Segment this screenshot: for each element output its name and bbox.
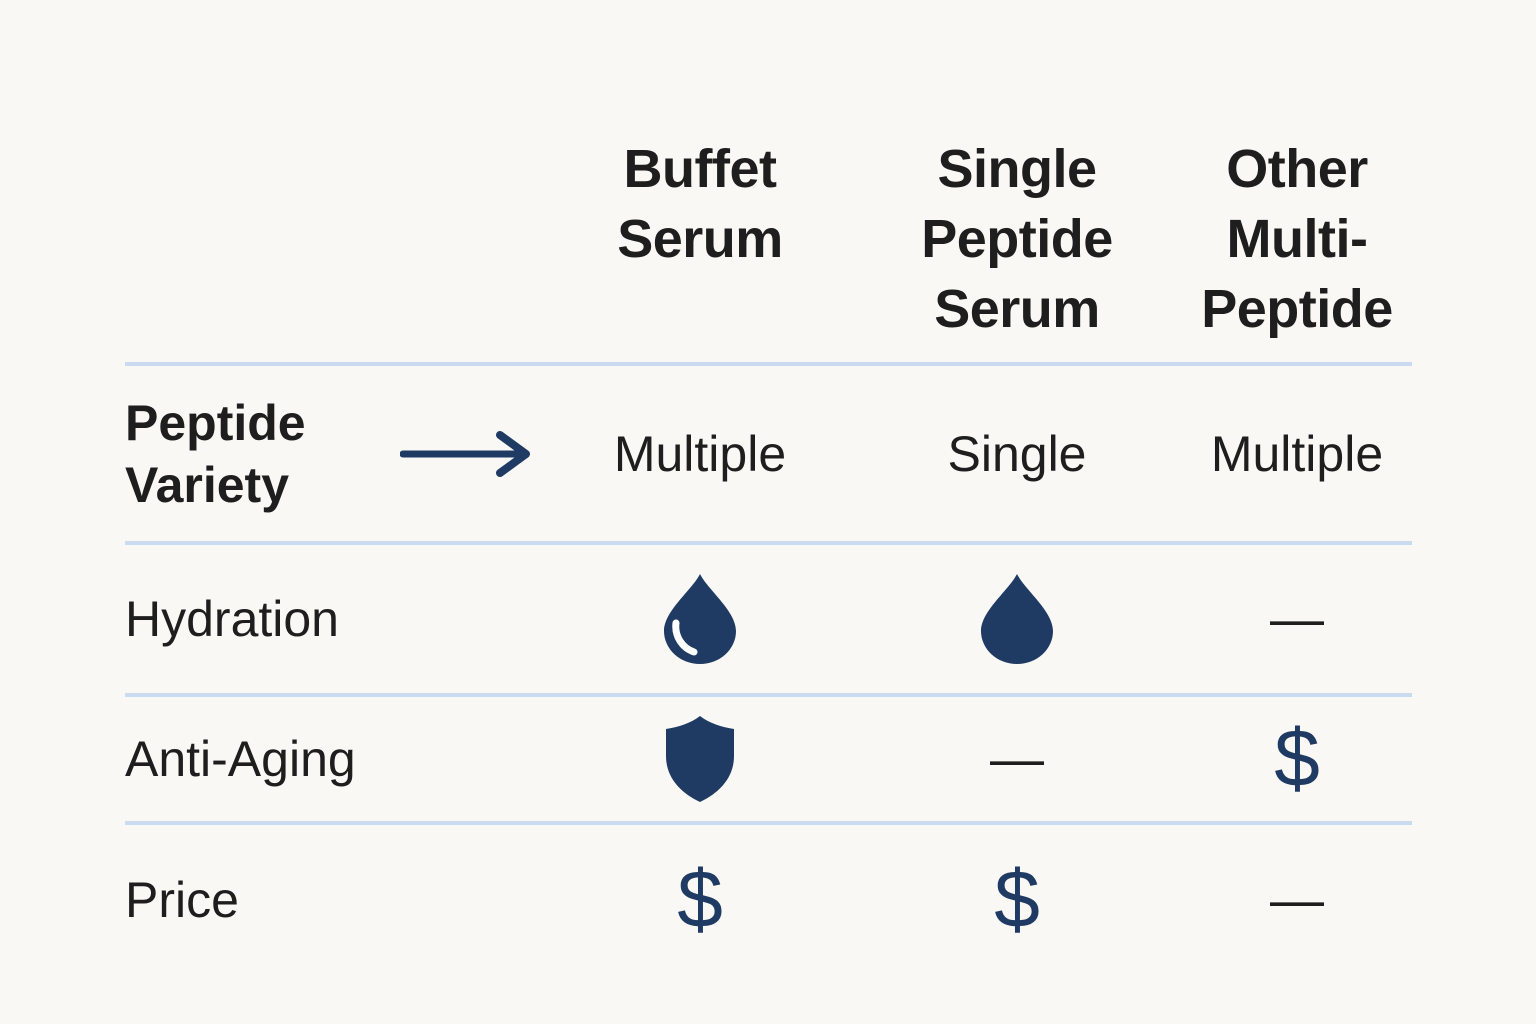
cell-anti-aging-buffet-serum bbox=[548, 716, 852, 802]
water-drop-icon bbox=[981, 574, 1053, 664]
cell-peptide-variety-buffet-serum: Multiple bbox=[613, 425, 787, 482]
row-label-anti-aging: Anti-Aging bbox=[125, 731, 356, 787]
table-row-hydration: Hydration — bbox=[125, 545, 1412, 697]
cell-peptide-variety-single-peptide: Single bbox=[947, 425, 1087, 482]
water-drop-icon bbox=[664, 574, 736, 664]
row-header-anti-aging: Anti-Aging bbox=[125, 728, 548, 790]
table-row-peptide-variety: Peptide Variety Multiple Single Multiple bbox=[125, 366, 1412, 545]
right-arrow-icon bbox=[400, 430, 530, 477]
column-header-single-peptide-serum: Single Peptide Serum bbox=[921, 139, 1113, 339]
cell-hydration-single-peptide bbox=[852, 573, 1182, 665]
cell-anti-aging-single-peptide: — bbox=[990, 729, 1044, 789]
shield-icon bbox=[666, 716, 734, 802]
cell-hydration-other-multi-peptide: — bbox=[1270, 589, 1324, 649]
table-header-row: Buffet Serum Single Peptide Serum Other … bbox=[125, 128, 1412, 366]
row-header-peptide-variety: Peptide Variety bbox=[125, 392, 548, 516]
row-label-peptide-variety: Peptide Variety bbox=[125, 394, 306, 513]
comparison-table: Buffet Serum Single Peptide Serum Other … bbox=[125, 128, 1412, 975]
column-header-other-multi-peptide: Other Multi-Peptide bbox=[1201, 139, 1393, 339]
row-label-price: Price bbox=[125, 872, 239, 928]
cell-anti-aging-other-multi-peptide: $ bbox=[1274, 713, 1320, 804]
column-header-buffet-serum: Buffet Serum bbox=[617, 139, 783, 269]
cell-price-single-peptide: $ bbox=[994, 854, 1040, 945]
cell-price-buffet-serum: $ bbox=[677, 854, 723, 945]
cell-hydration-buffet-serum bbox=[548, 573, 852, 665]
cell-peptide-variety-other-multi-peptide: Multiple bbox=[1210, 425, 1384, 482]
row-header-price: Price bbox=[125, 869, 548, 931]
table-row-price: Price $ $ — bbox=[125, 825, 1412, 975]
row-header-hydration: Hydration bbox=[125, 588, 548, 650]
table-row-anti-aging: Anti-Aging — $ bbox=[125, 697, 1412, 825]
cell-price-other-multi-peptide: — bbox=[1270, 870, 1324, 930]
row-label-hydration: Hydration bbox=[125, 591, 339, 647]
